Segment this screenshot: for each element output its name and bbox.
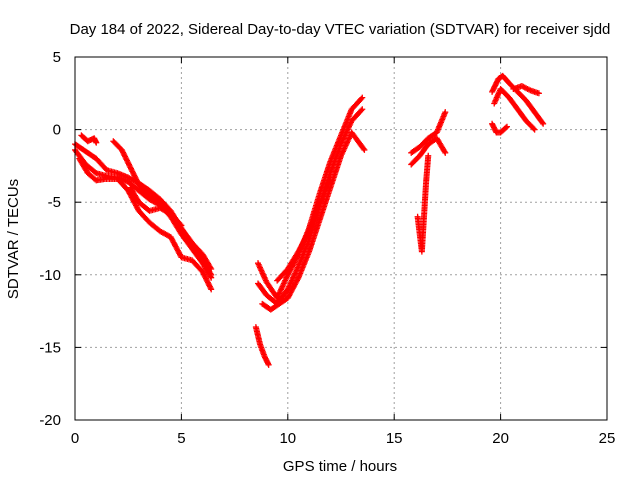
data-point: [119, 148, 126, 155]
data-point: [441, 148, 448, 155]
data-point: [206, 282, 213, 289]
data-point: [535, 90, 542, 97]
data-point: [442, 109, 449, 116]
data-point: [129, 169, 136, 176]
data-point: [200, 271, 207, 278]
x-tick-label: 10: [279, 430, 296, 447]
data-point: [128, 167, 135, 174]
data-point: [133, 177, 140, 184]
y-axis-label: SDTVAR / TECUs: [5, 179, 22, 299]
data-point: [205, 280, 212, 287]
data-point: [200, 270, 207, 277]
data-point: [327, 175, 334, 182]
data-point: [503, 123, 510, 130]
series-arc-3b: [408, 135, 449, 168]
series-arc-1c: [76, 155, 215, 293]
data-point: [134, 179, 141, 186]
data-point: [122, 153, 129, 160]
data-point: [122, 154, 129, 161]
x-tick-label: 0: [71, 430, 79, 447]
data-point: [131, 172, 138, 179]
series-arc-4a: [489, 72, 547, 127]
data-point: [442, 149, 449, 156]
data-point: [425, 152, 432, 159]
data-point: [358, 95, 365, 102]
data-point: [125, 160, 132, 167]
y-tick-label: 5: [53, 49, 61, 66]
data-point: [127, 165, 134, 172]
series-arc-3c: [414, 152, 432, 255]
data-point: [118, 146, 125, 153]
chart-title: Day 184 of 2022, Sidereal Day-to-day VTE…: [70, 21, 611, 38]
x-axis-label: GPS time / hours: [283, 458, 397, 475]
series-arc-2c: [259, 129, 368, 313]
plot-frame: [74, 56, 608, 421]
y-tick-label: -15: [39, 339, 61, 356]
data-point: [540, 120, 547, 127]
data-point: [207, 284, 214, 291]
y-tick-label: 0: [53, 122, 61, 139]
data-point: [358, 107, 365, 114]
data-point: [126, 161, 133, 168]
data-point: [132, 175, 139, 182]
x-tick-label: 25: [599, 430, 616, 447]
data-point: [120, 150, 127, 157]
data-point: [360, 145, 367, 152]
y-tick-label: -5: [48, 194, 61, 211]
data-point: [124, 157, 131, 164]
data-point: [130, 171, 137, 178]
data-point: [129, 168, 136, 175]
data-point: [361, 146, 368, 153]
data-point: [530, 125, 537, 132]
data-point: [133, 176, 140, 183]
series-arc-3a: [408, 109, 449, 156]
data-point: [502, 124, 509, 131]
data-point: [265, 361, 272, 368]
data-point: [126, 163, 133, 170]
data-point: [202, 275, 209, 282]
data-point: [121, 152, 128, 159]
data-point: [93, 139, 100, 146]
series-arc-1f: [127, 184, 185, 229]
data-point: [127, 164, 134, 171]
data-point: [206, 283, 213, 290]
series-arc-4b: [491, 85, 538, 133]
data-point: [531, 126, 538, 133]
data-point: [208, 286, 215, 293]
data-point: [199, 268, 206, 275]
data-point: [204, 278, 211, 285]
series-arc-2d: [252, 324, 272, 368]
y-tick-label: -10: [39, 267, 61, 284]
data-point: [202, 274, 209, 281]
y-tick-label: -20: [39, 412, 61, 429]
data-point: [359, 94, 366, 101]
series-arc-4c: [489, 120, 510, 136]
data-point: [204, 279, 211, 286]
axis-ticks: 0 5 10 15 20 25 5 0 -5 -10 -15 -20: [39, 49, 615, 447]
series-arc-1e: [78, 132, 100, 146]
data-point: [123, 156, 130, 163]
data-point: [124, 158, 131, 165]
x-tick-label: 5: [177, 430, 185, 447]
data-point: [359, 106, 366, 113]
data-point: [203, 276, 210, 283]
data-point: [120, 149, 127, 156]
data-point: [177, 221, 184, 228]
data-point: [208, 271, 215, 278]
x-tick-label: 20: [492, 430, 509, 447]
data-point: [539, 119, 546, 126]
data-point: [178, 222, 185, 229]
series-arc-2e: [274, 175, 334, 284]
grid-lines: [75, 57, 607, 420]
data-point: [207, 270, 214, 277]
data-points: [72, 72, 547, 368]
data-point: [201, 272, 208, 279]
data-point: [131, 173, 138, 180]
x-tick-label: 15: [386, 430, 403, 447]
series-arc-4d: [510, 83, 542, 97]
